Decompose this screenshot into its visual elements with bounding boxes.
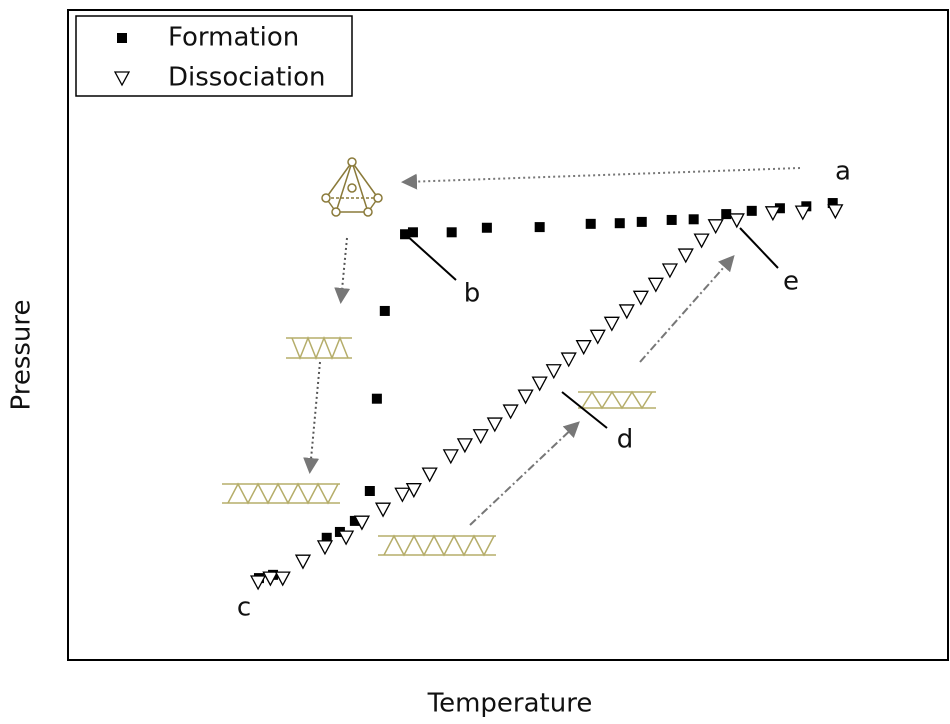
data-point [321, 532, 332, 543]
data-point [337, 530, 355, 546]
data-point [688, 214, 699, 225]
data-point [421, 467, 438, 483]
y-axis-label: Pressure [7, 299, 37, 410]
data-point [379, 305, 390, 316]
data-point [472, 429, 489, 445]
data-point [400, 229, 411, 240]
data-point [316, 540, 334, 556]
data-point [693, 233, 710, 249]
data-point [827, 204, 844, 220]
data-point [407, 227, 418, 238]
data-point [531, 376, 548, 392]
decorations [222, 157, 801, 557]
data-point [707, 219, 724, 235]
data-point [486, 417, 503, 433]
data-point [294, 554, 312, 570]
data-point [677, 248, 694, 264]
data-point [374, 502, 392, 518]
data-point [262, 571, 279, 587]
data-point [456, 438, 473, 454]
legend-marker [113, 71, 131, 87]
data-point [394, 487, 411, 503]
x-axis-label: Temperature [427, 689, 593, 719]
data-point [728, 213, 745, 229]
data-point [249, 575, 267, 591]
data-point [274, 571, 291, 587]
annotation: c [237, 593, 251, 623]
data-point [560, 352, 577, 368]
data-point [794, 205, 811, 221]
data-point [364, 486, 375, 496]
data-point [647, 277, 664, 293]
plot-frame [67, 9, 949, 661]
data-point [446, 227, 457, 238]
annotation: a [835, 157, 851, 187]
legend: Formation Dissociation [75, 15, 353, 97]
legend-box [75, 15, 353, 97]
data-point [585, 218, 596, 229]
data-point [545, 364, 562, 380]
data-point [534, 222, 545, 233]
legend-label: Dissociation [168, 63, 326, 93]
data-point [774, 203, 785, 214]
data-point [353, 515, 371, 531]
data-point [632, 290, 649, 306]
data-point [661, 263, 679, 279]
data-point [481, 222, 492, 233]
legend-label: Formation [168, 23, 299, 53]
data-point [721, 209, 732, 220]
data-point [405, 483, 422, 499]
annotation: b [464, 279, 481, 309]
data-point [502, 404, 519, 420]
data-point [371, 393, 382, 404]
data-point [517, 389, 534, 405]
legend-marker [117, 33, 127, 43]
data-point [614, 218, 625, 229]
data-point [442, 449, 459, 465]
data-point [603, 316, 620, 332]
data-point [666, 214, 677, 225]
data-point [575, 340, 592, 356]
annotation: e [783, 267, 799, 297]
data-point [827, 198, 838, 209]
data-point [349, 515, 360, 526]
data-point [746, 205, 757, 216]
annotation: d [617, 425, 634, 455]
data-point [618, 304, 635, 320]
data-point [589, 329, 606, 345]
data-point [636, 216, 647, 227]
data-point [764, 206, 781, 222]
